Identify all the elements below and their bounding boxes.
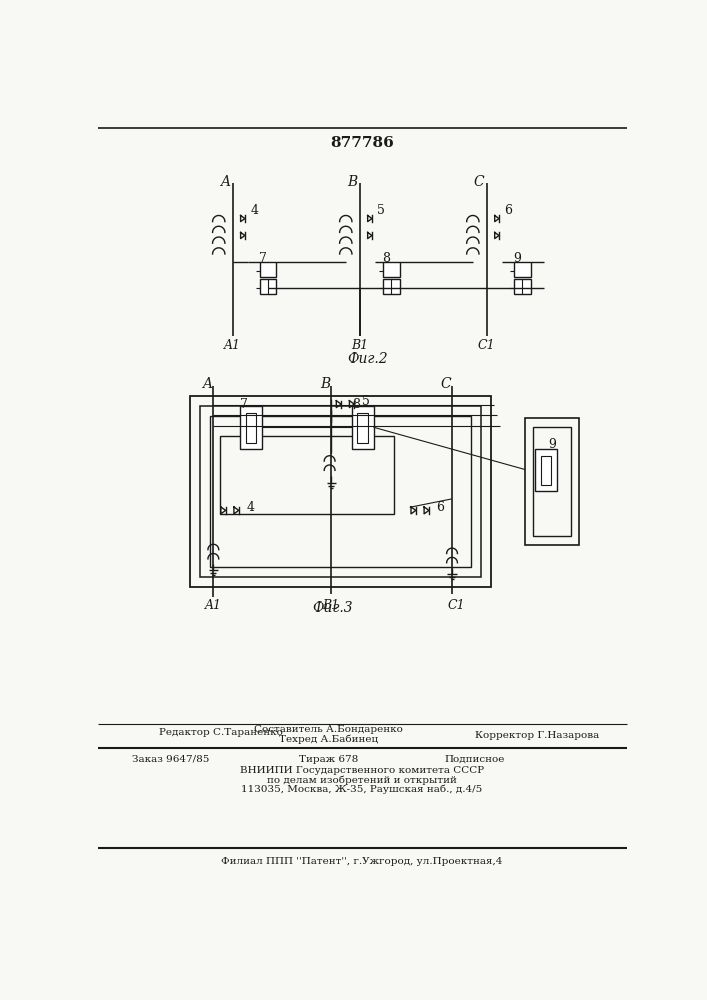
Text: Составитель А.Бондаренко: Составитель А.Бондаренко: [255, 725, 403, 734]
Text: 113035, Москва, Ж-35, Раушская наб., д.4/5: 113035, Москва, Ж-35, Раушская наб., д.4…: [241, 784, 483, 794]
Text: Фиг.2: Фиг.2: [347, 352, 387, 366]
Text: A: A: [202, 377, 212, 391]
Text: Заказ 9647/85: Заказ 9647/85: [132, 755, 210, 764]
Bar: [357, 413, 368, 443]
Bar: [525, 418, 579, 545]
Text: B: B: [347, 175, 357, 189]
Text: A1: A1: [224, 339, 241, 352]
Text: 9: 9: [513, 252, 522, 265]
Text: ВНИИПИ Государственного комитета СССР: ВНИИПИ Государственного комитета СССР: [240, 766, 484, 775]
Text: Тираж 678: Тираж 678: [299, 755, 358, 764]
Text: C: C: [474, 175, 484, 189]
Bar: [514, 262, 530, 277]
Bar: [190, 396, 491, 587]
Bar: [240, 406, 262, 449]
Text: 7: 7: [240, 398, 248, 411]
Bar: [246, 413, 257, 443]
Text: A: A: [220, 175, 230, 189]
Text: A1: A1: [205, 599, 222, 612]
Text: C1: C1: [447, 599, 464, 612]
Bar: [259, 279, 276, 294]
Text: 5: 5: [378, 204, 385, 217]
Bar: [210, 416, 471, 567]
Text: Фиг.3: Фиг.3: [312, 601, 353, 615]
Text: Техред А.Бабинец: Техред А.Бабинец: [279, 734, 378, 744]
Text: 4: 4: [250, 204, 258, 217]
Text: Корректор Г.Назарова: Корректор Г.Назарова: [474, 732, 599, 740]
Text: Подписное: Подписное: [445, 755, 506, 764]
Bar: [259, 262, 276, 277]
Text: Филиал ППП ''Патент'', г.Ужгород, ул.Проектная,4: Филиал ППП ''Патент'', г.Ужгород, ул.Про…: [221, 857, 503, 866]
Text: 7: 7: [259, 252, 267, 265]
Text: B1: B1: [351, 339, 368, 352]
Text: 4: 4: [246, 501, 255, 514]
Bar: [533, 427, 571, 536]
Bar: [382, 262, 399, 277]
Text: B1: B1: [322, 599, 340, 612]
Text: C1: C1: [478, 339, 496, 352]
Text: 8: 8: [352, 398, 360, 411]
Bar: [382, 279, 399, 294]
Text: C: C: [440, 377, 451, 391]
Bar: [221, 436, 394, 514]
Text: 6: 6: [436, 501, 445, 514]
Text: 6: 6: [504, 204, 513, 217]
Text: Редактор С.Тараненко: Редактор С.Тараненко: [160, 728, 284, 737]
Text: 9: 9: [548, 438, 556, 451]
Bar: [514, 279, 530, 294]
Bar: [535, 449, 557, 491]
Text: 5: 5: [362, 395, 370, 408]
Text: по делам изобретений и открытий: по делам изобретений и открытий: [267, 775, 457, 785]
Text: B: B: [320, 377, 330, 391]
Text: 877786: 877786: [330, 136, 394, 150]
Text: 8: 8: [382, 252, 390, 265]
Bar: [541, 456, 551, 485]
Bar: [352, 406, 373, 449]
Bar: [200, 406, 481, 577]
